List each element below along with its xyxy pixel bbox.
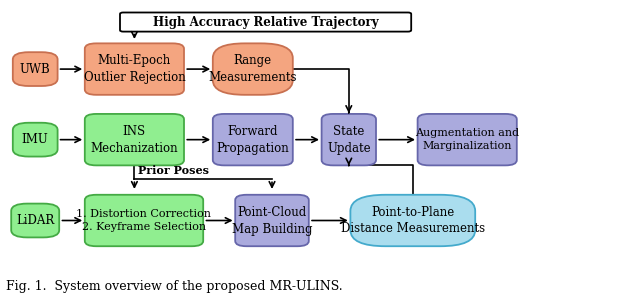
Text: State
Update: State Update: [327, 125, 371, 155]
Text: Forward
Propagation: Forward Propagation: [216, 125, 289, 155]
FancyBboxPatch shape: [236, 195, 309, 246]
Text: Range
Measurements: Range Measurements: [209, 54, 297, 84]
Text: Point-to-Plane
Distance Measurements: Point-to-Plane Distance Measurements: [340, 206, 485, 235]
FancyBboxPatch shape: [351, 195, 475, 246]
Text: 1. Distortion Correction
2. Keyframe Selection: 1. Distortion Correction 2. Keyframe Sel…: [77, 209, 211, 232]
FancyBboxPatch shape: [322, 114, 376, 165]
FancyBboxPatch shape: [120, 13, 412, 31]
Text: Fig. 1.  System overview of the proposed MR-ULINS.: Fig. 1. System overview of the proposed …: [6, 280, 343, 293]
FancyBboxPatch shape: [85, 114, 184, 165]
FancyBboxPatch shape: [13, 123, 58, 156]
Text: UWB: UWB: [20, 63, 51, 76]
FancyBboxPatch shape: [417, 114, 517, 165]
FancyBboxPatch shape: [13, 52, 58, 86]
Text: IMU: IMU: [22, 133, 49, 146]
Text: Prior Poses: Prior Poses: [138, 165, 209, 176]
FancyBboxPatch shape: [85, 195, 204, 246]
Text: Multi-Epoch
Outlier Rejection: Multi-Epoch Outlier Rejection: [84, 54, 185, 84]
FancyBboxPatch shape: [12, 203, 60, 238]
FancyBboxPatch shape: [212, 114, 293, 165]
Text: High Accuracy Relative Trajectory: High Accuracy Relative Trajectory: [153, 16, 378, 29]
Text: Augmentation and
Marginalization: Augmentation and Marginalization: [415, 128, 519, 151]
Text: INS
Mechanization: INS Mechanization: [91, 125, 178, 155]
Text: Point-Cloud
Map Building: Point-Cloud Map Building: [232, 206, 312, 235]
FancyBboxPatch shape: [85, 43, 184, 95]
Text: LiDAR: LiDAR: [16, 214, 54, 227]
FancyBboxPatch shape: [212, 43, 293, 95]
